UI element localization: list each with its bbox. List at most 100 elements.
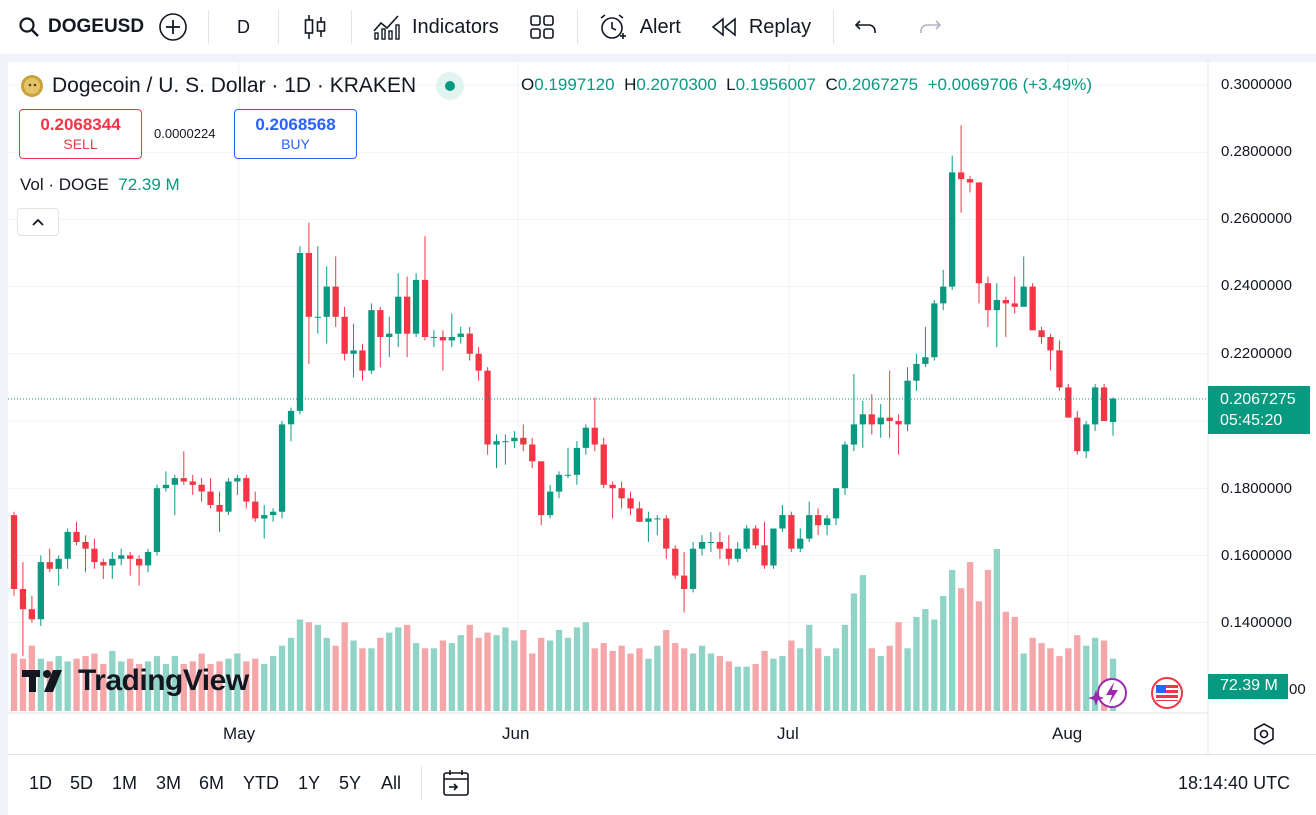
range-5y[interactable]: 5Y: [339, 773, 362, 793]
candle: [707, 531, 715, 552]
candle: [439, 330, 447, 371]
utc-clock[interactable]: 18:14:40 UTC: [1178, 773, 1291, 793]
candle-body: [412, 279, 420, 334]
redo-button[interactable]: [898, 0, 962, 54]
dogecoin-logo-icon: [21, 75, 43, 97]
range-1y[interactable]: 1Y: [298, 773, 321, 793]
collapse-legend-button[interactable]: [17, 208, 59, 236]
volume-bar: [868, 648, 875, 711]
volume-bar: [824, 656, 831, 711]
range-6m[interactable]: 6M: [199, 773, 225, 793]
candle: [502, 434, 509, 465]
volume-bar: [162, 664, 170, 711]
candle-body: [404, 296, 411, 334]
candle-body: [189, 481, 196, 485]
range-1m[interactable]: 1M: [112, 773, 138, 793]
volume-value: 72.39 M: [118, 175, 180, 194]
symbol-search[interactable]: DOGEUSD: [0, 0, 150, 54]
tradingview-logo[interactable]: TradingView: [22, 664, 249, 698]
chart-settings-icon[interactable]: [1252, 722, 1276, 746]
candle-body: [752, 528, 759, 546]
candle-body: [314, 316, 321, 318]
sell-price: 0.2068344: [40, 115, 121, 134]
volume-bar: [788, 640, 795, 711]
candle-body: [859, 414, 866, 425]
candle-body: [171, 478, 178, 485]
candle: [171, 474, 178, 516]
us-flag-icon[interactable]: [1150, 676, 1184, 710]
candle-body: [770, 528, 777, 566]
candle-body: [627, 498, 634, 509]
tradingview-logo-icon: [22, 670, 62, 692]
candle: [913, 353, 920, 391]
candle: [484, 367, 491, 455]
volume-bar: [457, 635, 464, 711]
volume-bar: [645, 658, 652, 711]
range-all[interactable]: All: [381, 773, 402, 793]
candle-body: [636, 508, 643, 522]
candle: [940, 269, 947, 311]
interval-button[interactable]: D: [237, 16, 250, 37]
spread-value: 0.0000224: [154, 126, 216, 141]
candle-body: [511, 437, 518, 442]
replay-button[interactable]: Replay: [699, 0, 833, 54]
volume-bar: [341, 622, 348, 711]
alert-button[interactable]: Alert: [578, 0, 699, 54]
volume-bar: [636, 648, 643, 711]
price-label: 0.3000000: [1221, 76, 1292, 93]
undo-button[interactable]: [834, 0, 898, 54]
candle: [582, 424, 589, 455]
candle-body: [564, 474, 572, 476]
candle-body: [118, 555, 125, 559]
candle: [725, 535, 732, 566]
candle-body: [600, 444, 607, 485]
range-3m[interactable]: 3M: [156, 773, 182, 793]
range-5d[interactable]: 5D: [70, 773, 94, 793]
go-to-date-icon[interactable]: [441, 768, 471, 798]
candle-body: [19, 589, 27, 610]
chart-type-button[interactable]: [279, 0, 351, 54]
candle: [243, 474, 250, 509]
candle-body: [582, 427, 589, 448]
candle-body: [1100, 387, 1108, 421]
candle: [966, 175, 974, 193]
candle: [564, 447, 572, 479]
symbol-name: DOGEUSD: [48, 16, 145, 37]
candle: [618, 481, 625, 509]
indicators-button[interactable]: Indicators: [352, 0, 515, 54]
candle-body: [127, 555, 134, 559]
candle: [225, 478, 232, 516]
candle: [64, 528, 71, 569]
candle-body: [520, 437, 527, 445]
candle: [395, 273, 402, 348]
sell-button[interactable]: 0.2068344 SELL: [19, 109, 142, 159]
candle-body: [37, 562, 44, 620]
layouts-button[interactable]: [515, 0, 577, 54]
price-label: 0.1400000: [1221, 614, 1292, 631]
candle: [323, 266, 330, 344]
ai-lightning-icon[interactable]: [1088, 676, 1132, 710]
candle-body: [180, 478, 187, 482]
candle: [37, 555, 44, 626]
time-label: Jun: [502, 724, 530, 743]
close-value: 0.2067275: [837, 75, 919, 94]
range-1d[interactable]: 1D: [29, 773, 53, 793]
candle: [296, 246, 304, 415]
buy-label: BUY: [281, 136, 310, 152]
buy-button[interactable]: 0.2068568 BUY: [234, 109, 357, 159]
legend-title[interactable]: Dogecoin / U. S. Dollar · 1D · KRAKEN: [20, 72, 465, 100]
volume-bar: [1002, 611, 1009, 711]
volume-bar: [931, 619, 938, 711]
compare-button[interactable]: [150, 0, 208, 54]
volume-bar: [404, 624, 411, 711]
market-status-icon[interactable]: [436, 72, 465, 100]
candle-body: [761, 545, 768, 566]
volume-bar: [627, 653, 634, 711]
volume-legend[interactable]: Vol · DOGE 72.39 M: [20, 175, 180, 195]
candle-body: [270, 511, 277, 516]
volume-bar: [323, 637, 330, 711]
range-ytd[interactable]: YTD: [243, 773, 279, 793]
candle-body: [681, 575, 688, 589]
volume-bar: [832, 648, 840, 711]
